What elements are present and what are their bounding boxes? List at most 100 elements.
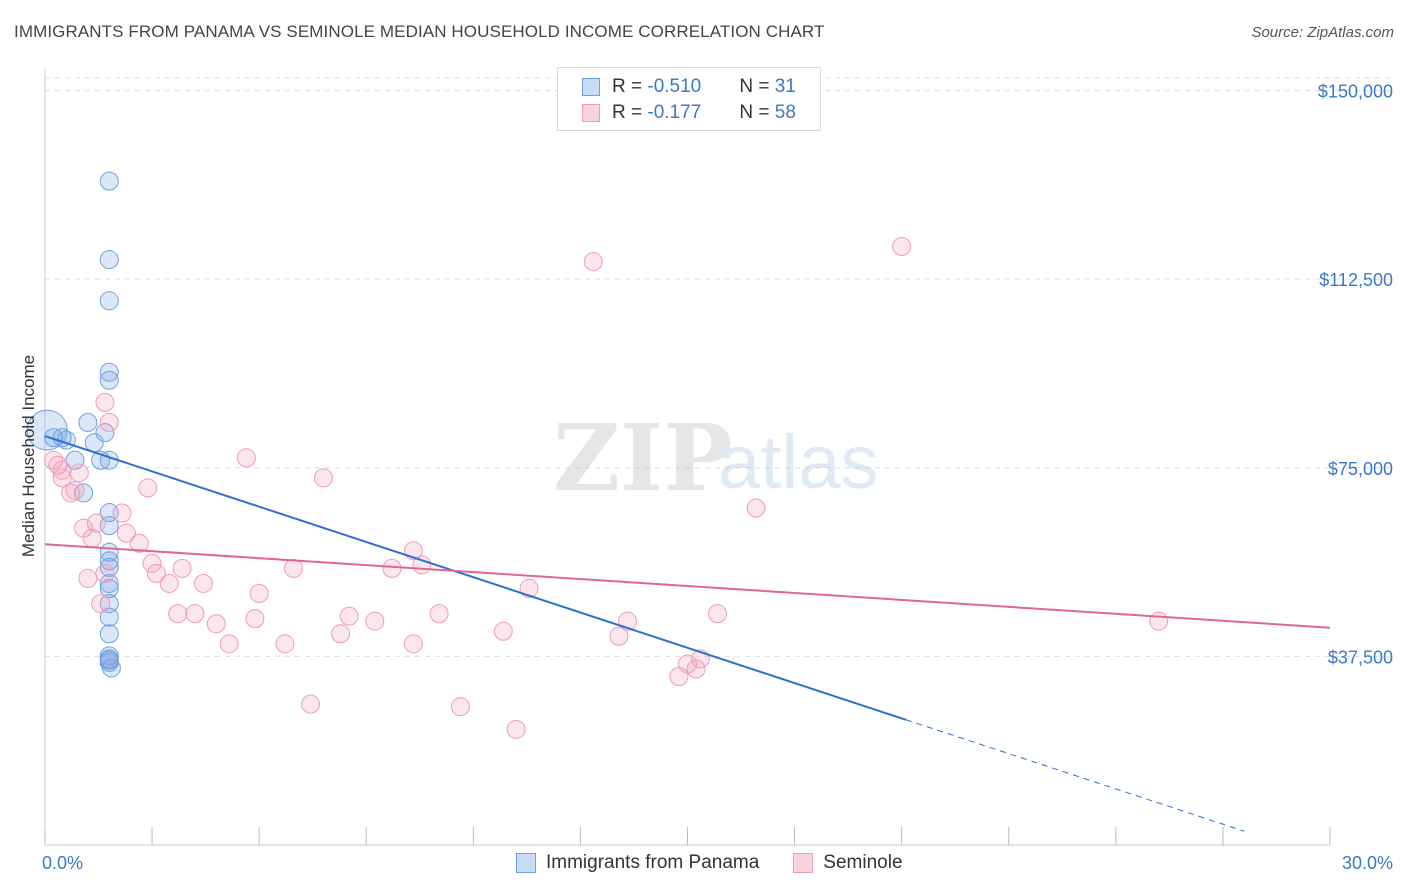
legend-n-label: N = xyxy=(739,76,775,97)
legend-row-panama: R = -0.510 N = 31 xyxy=(582,75,796,99)
y-tick-label: $75,000 xyxy=(1328,459,1393,479)
point-seminole xyxy=(429,604,449,624)
point-seminole xyxy=(69,463,89,483)
legend-r-label: R = xyxy=(612,102,648,123)
point-seminole xyxy=(168,604,188,624)
point-seminole xyxy=(193,573,213,593)
series-legend: Immigrants from Panama Seminole xyxy=(516,852,937,874)
point-panama xyxy=(65,450,85,470)
point-seminole xyxy=(65,480,85,500)
point-seminole xyxy=(382,558,402,578)
point-seminole xyxy=(146,563,166,583)
point-seminole xyxy=(185,604,205,624)
point-seminole xyxy=(450,697,470,717)
series-label-panama: Immigrants from Panama xyxy=(546,852,760,873)
watermark-zip: ZIP xyxy=(553,404,732,512)
point-seminole xyxy=(249,584,269,604)
point-panama xyxy=(99,573,119,593)
point-seminole xyxy=(219,634,239,654)
point-seminole xyxy=(172,558,192,578)
point-seminole xyxy=(275,634,295,654)
point-seminole xyxy=(707,604,727,624)
point-panama xyxy=(99,370,119,390)
point-seminole xyxy=(331,624,351,644)
point-seminole xyxy=(95,563,115,583)
point-seminole xyxy=(403,634,423,654)
watermark: ZIP atlas xyxy=(553,404,879,512)
point-seminole xyxy=(245,609,265,629)
point-seminole xyxy=(52,460,72,480)
point-seminole xyxy=(159,573,179,593)
point-panama xyxy=(99,291,119,311)
legend-swatch-panama xyxy=(582,78,600,96)
point-panama xyxy=(78,413,98,433)
point-seminole xyxy=(236,448,256,468)
legend-r-value: -0.177 xyxy=(647,102,702,123)
series-label-seminole: Seminole xyxy=(823,852,903,873)
y-tick-label: $37,500 xyxy=(1328,647,1393,667)
x-tick-label: 0.0% xyxy=(42,853,83,873)
legend-n-label: N = xyxy=(739,102,775,123)
trend-line-seminole xyxy=(44,543,1331,629)
y-tick-labels: $37,500 $75,000 $112,500 $150,000 xyxy=(1318,82,1393,668)
point-seminole xyxy=(686,659,706,679)
legend-n-value: 31 xyxy=(774,76,796,97)
chart-source: Source: ZipAtlas.com xyxy=(1251,24,1394,41)
point-seminole xyxy=(95,392,115,412)
series-legend-panama: Immigrants from Panama xyxy=(516,852,759,874)
trend-line-panama-extension xyxy=(905,719,1245,832)
point-panama xyxy=(99,607,119,627)
legend-row-seminole: R = -0.177 N = 58 xyxy=(582,101,796,125)
point-seminole xyxy=(86,513,106,533)
point-seminole xyxy=(206,614,226,634)
point-panama xyxy=(95,423,115,443)
point-seminole xyxy=(52,468,72,488)
point-seminole xyxy=(1149,611,1169,631)
point-seminole xyxy=(78,568,98,588)
chart-title: IMMIGRANTS FROM PANAMA VS SEMINOLE MEDIA… xyxy=(14,22,825,41)
correlation-legend: R = -0.510 N = 31 R = -0.177 N = 58 xyxy=(557,67,821,131)
point-seminole xyxy=(583,252,603,272)
point-seminole xyxy=(99,413,119,433)
point-seminole xyxy=(519,578,539,598)
series-swatch-seminole xyxy=(793,853,814,873)
trend-line-panama xyxy=(44,435,907,721)
series-legend-seminole: Seminole xyxy=(793,852,903,874)
point-seminole xyxy=(313,468,333,488)
watermark-atlas: atlas xyxy=(718,420,879,505)
trend-lines xyxy=(44,435,1331,832)
series-swatch-panama xyxy=(516,853,536,873)
point-seminole xyxy=(506,719,526,739)
point-seminole xyxy=(116,523,136,543)
y-axis-label: Median Household Income xyxy=(19,355,38,557)
point-seminole xyxy=(365,611,385,631)
legend-n-value: 58 xyxy=(774,102,796,123)
point-panama xyxy=(99,171,119,191)
legend-swatch-seminole xyxy=(582,104,600,122)
point-panama xyxy=(99,646,119,666)
point-seminole xyxy=(142,553,162,573)
point-seminole xyxy=(339,606,359,626)
point-seminole xyxy=(892,236,912,256)
point-seminole xyxy=(493,621,513,641)
point-panama xyxy=(99,542,119,562)
point-seminole xyxy=(129,533,149,553)
x-tick-label: 30.0% xyxy=(1342,853,1393,873)
point-seminole xyxy=(746,498,766,518)
point-panama xyxy=(99,578,119,598)
gridlines xyxy=(45,77,1395,657)
point-seminole xyxy=(609,626,629,646)
scatter-points xyxy=(26,171,1169,739)
point-panama xyxy=(99,250,119,270)
point-seminole xyxy=(283,558,303,578)
point-seminole xyxy=(112,503,132,523)
y-tick-label: $150,000 xyxy=(1318,82,1393,102)
point-panama xyxy=(99,362,119,382)
legend-r-label: R = xyxy=(612,76,648,97)
legend-r-value: -0.510 xyxy=(647,76,702,97)
point-panama xyxy=(99,624,119,644)
point-seminole xyxy=(138,478,158,498)
point-seminole xyxy=(301,694,321,714)
x-tick-labels: 0.0% 30.0% xyxy=(42,853,1393,873)
